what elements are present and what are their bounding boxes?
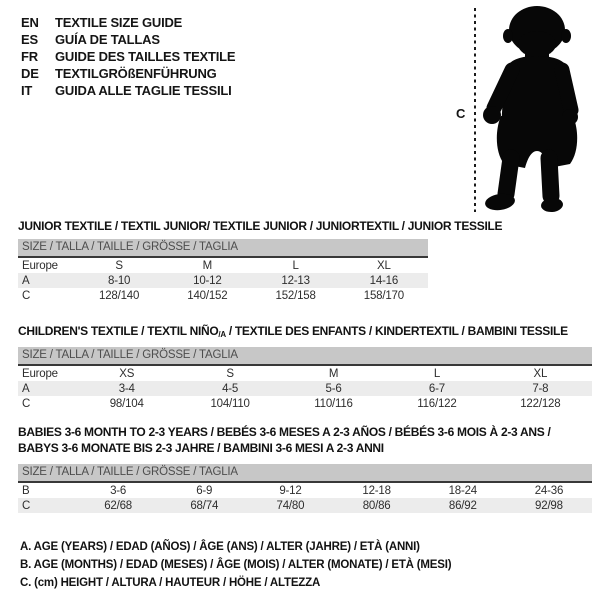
table-cell: 6-7 — [428, 382, 445, 395]
table-cell: 110/116 — [314, 397, 353, 410]
table-cell: 116/122 — [417, 397, 457, 410]
size-header-bar: SIZE / TALLA / TAILLE / GRÖSSE / TAGLIA — [18, 464, 592, 481]
table-cell: 62/68 — [104, 499, 132, 512]
table-cell: 158/170 — [363, 289, 404, 302]
table-cell: 122/128 — [520, 397, 561, 410]
row-label: B — [22, 484, 30, 497]
table-cell: 68/74 — [190, 499, 219, 512]
table-cell: 74/80 — [276, 499, 305, 512]
legend-line-b: B. AGE (MONTHS) / EDAD (MESES) / ÂGE (MO… — [20, 559, 452, 571]
row-label: A — [22, 274, 30, 287]
table-cell: 104/110 — [210, 397, 250, 410]
title-part: / TEXTILE DES ENFANTS / KINDERTEXTIL / B… — [225, 324, 568, 338]
language-code: DE — [21, 66, 39, 81]
table-row: C 98/104 104/110 110/116 116/122 122/128 — [18, 396, 592, 411]
language-list: EN TEXTILE SIZE GUIDE ES GUÍA DE TALLAS … — [21, 14, 236, 99]
junior-table-title: JUNIOR TEXTILE / TEXTIL JUNIOR/ TEXTILE … — [18, 219, 503, 233]
table-cell: 98/104 — [109, 397, 144, 410]
table-cell: XL — [377, 259, 391, 272]
childrens-table-title: CHILDREN'S TEXTILE / TEXTIL NIÑO/A / TEX… — [18, 323, 592, 343]
language-row: IT GUIDA ALLE TAGLIE TESSILI — [21, 82, 235, 99]
table-cell: XL — [533, 367, 548, 380]
table-cell: 80/86 — [362, 499, 391, 512]
language-row: EN TEXTILE SIZE GUIDE — [21, 14, 235, 31]
title-subscript: /A — [218, 330, 226, 339]
legend-line-c: C. (cm) HEIGHT / ALTURA / HAUTEUR / HÖHE… — [20, 577, 321, 589]
table-cell: 152/158 — [275, 289, 316, 302]
legend-line-a: A. AGE (YEARS) / EDAD (AÑOS) / ÂGE (ANS)… — [20, 541, 420, 553]
row-label: C — [22, 499, 31, 512]
title-line-1: BABIES 3-6 MONTH TO 2-3 YEARS / BEBÉS 3-… — [18, 425, 551, 439]
toddler-silhouette-figure — [440, 0, 600, 220]
header-divider — [18, 256, 428, 258]
table-cell: M — [202, 259, 213, 272]
size-header-bar: SIZE / TALLA / TAILLE / GRÖSSE / TAGLIA — [18, 347, 592, 364]
childrens-textile-table: CHILDREN'S TEXTILE / TEXTIL NIÑO/A / TEX… — [18, 323, 592, 410]
table-cell: 3-4 — [118, 382, 135, 395]
language-code: IT — [21, 83, 33, 98]
table-cell: XS — [119, 367, 135, 380]
language-text: GUIDA ALLE TAGLIE TESSILI — [55, 83, 232, 98]
babies-table-title: BABIES 3-6 MONTH TO 2-3 YEARS / BEBÉS 3-… — [18, 424, 592, 456]
table-cell: 128/140 — [99, 289, 140, 302]
language-row: FR GUIDE DES TAILLES TEXTILE — [21, 48, 236, 65]
row-label: Europe — [22, 259, 58, 272]
baby-silhouette — [483, 6, 579, 213]
table-cell: 24-36 — [534, 484, 564, 497]
table-cell: 14-16 — [369, 274, 399, 287]
table-row: Europe S M L XL — [18, 258, 428, 273]
table-cell: 7-8 — [532, 382, 549, 395]
measurement-legend: A. AGE (YEARS) / EDAD (AÑOS) / ÂGE (ANS)… — [20, 538, 452, 592]
table-cell: 10-12 — [193, 274, 222, 287]
table-row: Europe XS S M L XL — [18, 366, 592, 381]
table-cell: L — [292, 259, 299, 272]
row-label: C — [22, 397, 31, 410]
language-code: ES — [21, 32, 38, 47]
junior-textile-table: JUNIOR TEXTILE / TEXTIL JUNIOR/ TEXTILE … — [18, 218, 503, 302]
table-cell: 4-5 — [222, 382, 239, 395]
table-row: A 3-4 4-5 5-6 6-7 7-8 — [18, 381, 592, 396]
table-cell: 86/92 — [448, 499, 477, 512]
babies-textile-table: BABIES 3-6 MONTH TO 2-3 YEARS / BEBÉS 3-… — [18, 424, 592, 513]
table-cell: 18-24 — [448, 484, 478, 497]
language-row: ES GUÍA DE TALLAS — [21, 31, 235, 48]
header-divider — [18, 481, 592, 483]
row-label: Europe — [22, 367, 58, 380]
table-cell: 9-12 — [279, 484, 302, 497]
table-cell: 12-13 — [281, 274, 310, 287]
table-cell: L — [433, 367, 441, 380]
height-measure-label: C — [456, 106, 466, 121]
header-divider — [18, 364, 592, 366]
language-text: GUÍA DE TALLAS — [55, 32, 160, 47]
row-label: A — [22, 382, 30, 395]
title-line-2: BABYS 3-6 MONATE BIS 2-3 JAHRE / BAMBINI… — [18, 441, 384, 455]
language-text: TEXTILGRÖßENFÜHRUNG — [55, 66, 217, 81]
toddler-silhouette-svg — [474, 6, 579, 213]
table-row: C 62/68 68/74 74/80 80/86 86/92 92/98 — [18, 498, 592, 513]
title-part: CHILDREN'S TEXTILE / TEXTIL NIÑO — [18, 324, 219, 338]
table-cell: 12-18 — [362, 484, 391, 497]
table-cell: S — [226, 367, 234, 380]
table-row: A 8-10 10-12 12-13 14-16 — [18, 273, 428, 288]
table-cell: 140/152 — [187, 289, 228, 302]
language-code: FR — [21, 49, 38, 64]
table-cell: 3-6 — [110, 484, 127, 497]
language-text: GUIDE DES TAILLES TEXTILE — [55, 49, 236, 64]
language-text: TEXTILE SIZE GUIDE — [55, 15, 183, 30]
row-label: C — [22, 289, 31, 302]
table-cell: 6-9 — [196, 484, 213, 497]
table-cell: S — [115, 259, 123, 272]
table-cell: 8-10 — [108, 274, 131, 287]
table-row: C 128/140 140/152 152/158 158/170 — [18, 288, 428, 303]
language-code: EN — [21, 15, 39, 30]
table-cell: M — [328, 367, 339, 380]
language-row: DE TEXTILGRÖßENFÜHRUNG — [21, 65, 235, 82]
table-row: B 3-6 6-9 9-12 12-18 18-24 24-36 — [18, 483, 592, 498]
table-cell: 5-6 — [325, 382, 342, 395]
table-cell: 92/98 — [535, 499, 563, 512]
size-header-bar: SIZE / TALLA / TAILLE / GRÖSSE / TAGLIA — [18, 239, 428, 256]
